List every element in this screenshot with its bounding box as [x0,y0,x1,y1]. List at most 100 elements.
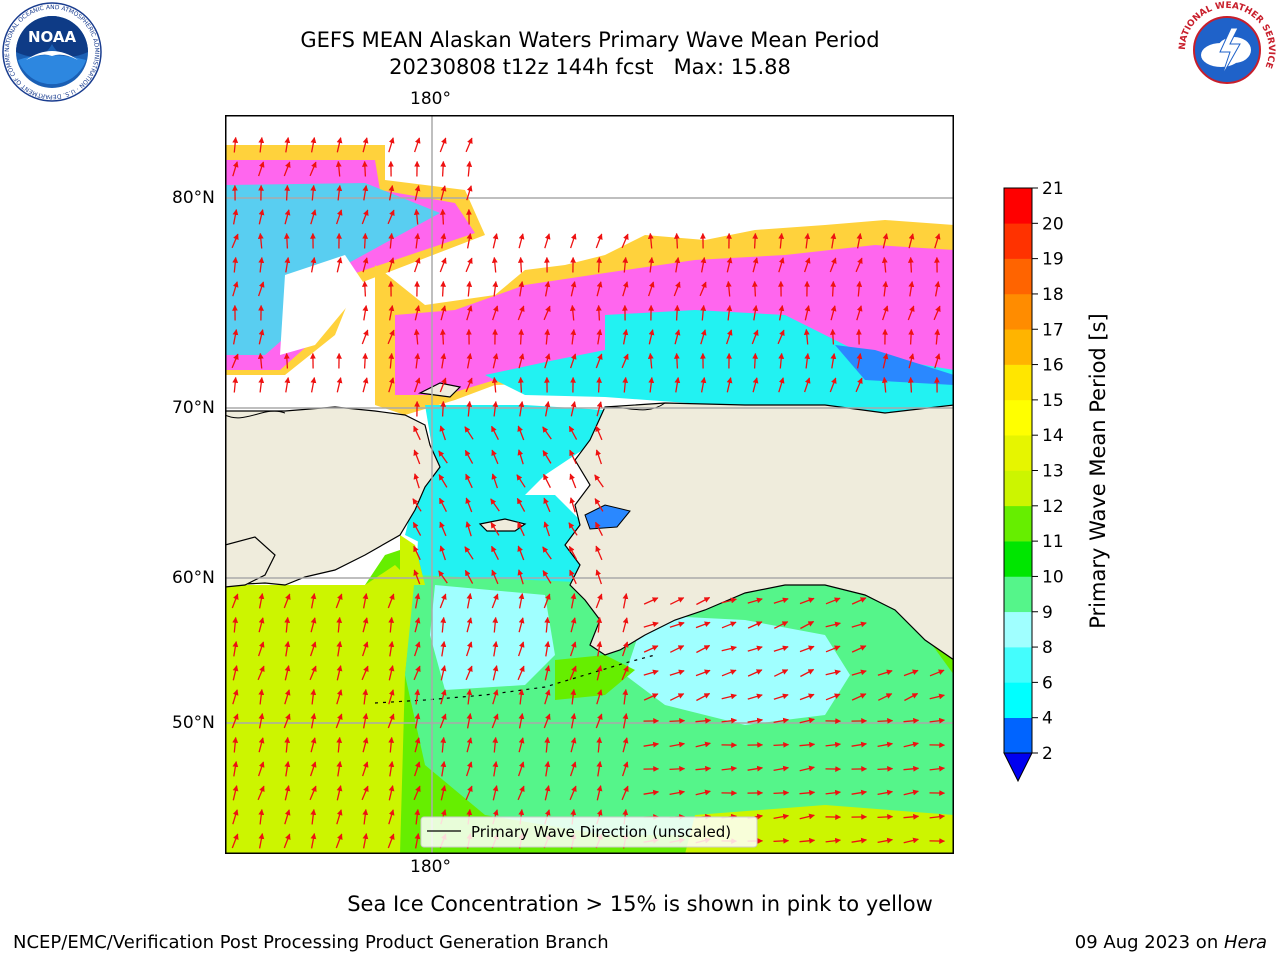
wave-arrow [440,736,447,753]
wave-arrow [361,280,368,297]
nws-logo: NATIONAL WEATHER SERVICE [1176,0,1278,100]
wave-arrow [257,641,265,657]
wave-arrow [335,833,343,849]
wave-arrow [518,617,525,633]
wave-arrow [596,281,603,297]
wave-arrow [388,689,395,705]
wave-arrow [669,765,686,772]
wave-arrow [440,280,447,297]
wave-arrow [595,353,603,369]
wave-arrow [643,645,659,653]
wave-arrow [829,257,837,273]
wave-arrow [929,669,945,677]
wave-arrow [621,233,629,249]
colorbar-segment [1004,647,1032,683]
wave-arrow [882,281,889,297]
wave-arrow [413,257,421,273]
wave-arrow [934,328,941,345]
wave-arrow [851,789,867,796]
wave-arrow [643,789,659,796]
wave-arrow [595,425,603,441]
wave-arrow [648,257,655,273]
wave-arrow [413,377,421,393]
footer-host: Hera [1223,932,1267,953]
wave-arrow [232,761,239,777]
colorbar-tick-label: 14 [1042,426,1064,446]
wave-arrow [747,717,763,724]
colorbar-tick-label: 19 [1042,250,1064,270]
wave-arrow [440,233,447,249]
wave-arrow [670,597,685,605]
colorbar: 2 4 6 8 9 10 11 12 13 14 15 16 17 18 19 20 21 [1003,179,1064,783]
wave-arrow [466,400,473,417]
wave-arrow [773,693,789,700]
wave-arrow [595,449,603,465]
wave-arrow [491,256,498,273]
colorbar-segment [1004,258,1032,295]
wave-arrow [491,473,499,489]
wave-arrow [439,521,447,537]
wave-arrow [232,281,239,297]
wave-arrow [596,736,603,753]
wave-arrow [542,426,552,440]
wave-arrow [413,208,420,225]
wave-arrow [751,280,758,297]
sea-ice-layer [225,145,954,415]
wave-arrow [232,736,239,753]
wave-arrow [773,645,789,652]
coastline-detail [225,402,666,419]
wave-arrow [335,593,343,609]
wave-arrow [544,665,551,681]
wave-arrow [464,426,474,440]
wave-arrow [621,761,629,777]
wave-arrow [491,425,499,440]
colorbar-segment [1004,611,1032,648]
wave-arrow [414,737,421,753]
wave-arrow [570,593,577,609]
wave-arrow [596,616,603,633]
wave-arrow [440,160,447,177]
wave-arrow [596,376,603,393]
wave-arrow [491,376,498,393]
wave-arrow [568,545,578,560]
wave-arrow [695,765,712,772]
wave-arrow [466,280,473,297]
wave-arrow [696,644,711,654]
wave-arrow [413,785,421,801]
wave-arrow [622,329,629,345]
wave-arrow [929,693,945,700]
footer-date: 09 Aug 2023 on Hera [1075,932,1267,953]
wrangel-island [417,382,462,398]
wave-arrow [466,160,473,177]
wave-arrow [336,736,343,753]
wave-arrow [825,597,841,605]
wave-arrow [439,208,446,225]
wave-arrow [231,233,239,249]
wave-arrow [596,689,603,705]
wave-arrow [669,669,685,676]
wave-arrow [799,645,815,653]
wave-arrow [544,328,551,345]
wave-arrow [335,209,343,225]
wave-arrow [695,621,711,629]
wave-arrow [516,474,526,488]
wave-arrow [310,617,317,633]
wave-arrow [570,401,577,417]
wave-arrow [232,161,239,177]
wave-arrow [388,641,395,657]
wave-arrow [517,785,525,801]
wave-arrow [466,617,473,633]
wave-arrow [258,737,265,753]
wave-arrow [851,621,867,628]
wave-arrow [674,329,681,345]
wave-arrow [721,669,737,677]
wave-arrow [570,617,577,633]
lat-label-80n: 80°N [172,188,215,208]
lon-label-top: 180° [410,89,451,109]
wave-arrow [466,737,473,753]
wave-arrow [774,669,789,677]
wave-arrow [257,161,265,177]
wave-arrow [464,569,474,584]
wave-arrow [799,789,816,796]
wave-arrow [310,137,317,153]
